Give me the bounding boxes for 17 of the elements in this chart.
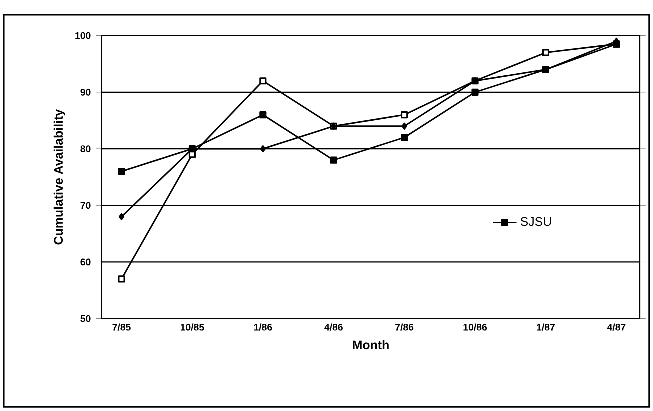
x-tick-label: 7/85 — [112, 324, 131, 331]
x-tick-label: 7/86 — [396, 324, 414, 331]
x-tick-label: 1/87 — [537, 324, 555, 331]
x-axis-title: Month — [353, 340, 389, 350]
legend-label: SJSU — [520, 217, 552, 226]
y-tick-label: 80 — [80, 146, 91, 152]
x-tick-label: 10/85 — [180, 324, 204, 331]
x-tick-label: 10/86 — [464, 324, 488, 331]
y-axis-title: Cumulative Availability — [54, 109, 66, 245]
y-tick-label: 100 — [76, 32, 91, 40]
x-tick-label: 4/87 — [607, 324, 626, 331]
x-tick-label: 1/86 — [254, 324, 272, 331]
y-tick-label: 60 — [80, 258, 91, 266]
x-tick-label: 4/86 — [324, 324, 343, 331]
y-tick-label: 70 — [80, 202, 91, 210]
y-tick-label: 90 — [80, 89, 91, 96]
y-tick-label: 50 — [80, 315, 91, 322]
